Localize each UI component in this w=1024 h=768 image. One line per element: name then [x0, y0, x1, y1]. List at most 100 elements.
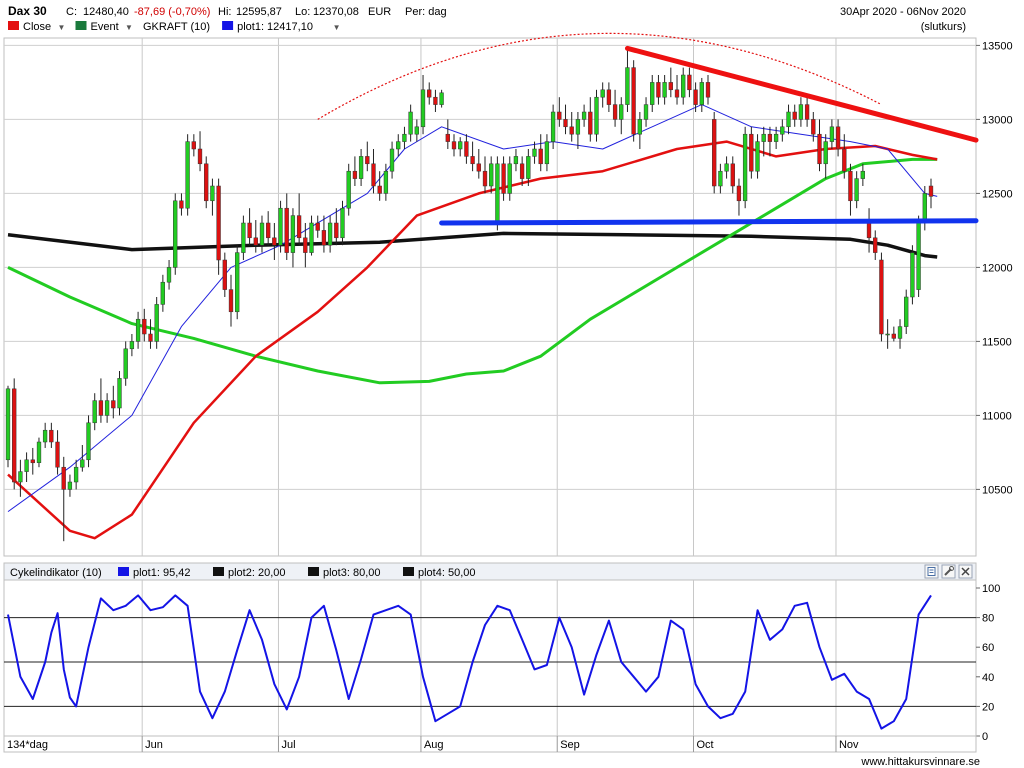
candle-down: [365, 156, 370, 165]
candle-up: [166, 267, 172, 283]
candle-down: [668, 82, 673, 91]
candle-up: [154, 304, 159, 342]
candle-up: [786, 111, 791, 128]
candle-up: [396, 141, 401, 150]
candle-down: [538, 148, 543, 165]
month-label: Jul: [281, 739, 295, 751]
ma-mid-line: [7, 157, 938, 385]
candle-up: [389, 148, 395, 172]
candle-up: [92, 400, 97, 424]
price-tick-label: 12000: [982, 262, 1013, 274]
candle-down: [842, 148, 847, 172]
candle-down: [433, 96, 438, 105]
candle-up: [625, 67, 630, 105]
candle-down: [811, 119, 816, 135]
candle-down: [445, 133, 450, 142]
watermark: www.hittakursvinnare.se: [860, 756, 980, 768]
candle-down: [148, 333, 153, 342]
candle-up: [897, 326, 903, 339]
candle-down: [247, 222, 252, 239]
indicator-legend-label: plot1: 95,42: [133, 567, 191, 579]
indicator-tick-label: 100: [982, 583, 1000, 595]
price-tick-label: 11500: [982, 336, 1012, 348]
candle-up: [724, 163, 729, 172]
candle-up: [532, 148, 537, 157]
candle-up: [358, 156, 364, 179]
chevron-down-icon: ▼: [125, 23, 133, 32]
legend-label: GKRAFT (10): [143, 21, 210, 33]
candle-up: [439, 92, 444, 105]
close-label: C:: [66, 6, 77, 18]
price-legend: Close ▼ Event ▼ GKRAFT (10) plot1: 12417,10 ▼: [8, 21, 341, 33]
date-range: 30Apr 2020 - 06Nov 2020: [840, 6, 966, 18]
price-tick-label: 12500: [982, 188, 1013, 200]
candle-down: [835, 126, 841, 150]
high-label: Hi:: [218, 6, 231, 18]
period-bars-label: 134*dag: [7, 739, 48, 751]
candle-up: [829, 126, 835, 142]
candle-down: [179, 200, 184, 209]
candle-up: [755, 141, 760, 172]
legend-swatch: [8, 21, 19, 30]
candle-up: [129, 341, 135, 350]
candle-down: [501, 163, 506, 194]
candle-up: [86, 422, 91, 461]
candle-up: [650, 82, 655, 105]
candle-down: [427, 89, 432, 98]
candle-down: [476, 163, 481, 172]
change-value: -87,69 (-0,70%): [134, 6, 210, 18]
candle-down: [563, 119, 568, 128]
candle-up: [489, 163, 494, 187]
candle-up: [383, 170, 389, 194]
candle-down: [767, 133, 773, 142]
candle-up: [662, 82, 667, 98]
price-panel: [3, 37, 977, 557]
candle-up: [259, 222, 265, 246]
candle-down: [656, 82, 661, 98]
candle-up: [637, 119, 642, 135]
candle-down: [98, 400, 104, 416]
document-icon: [924, 564, 939, 579]
legend-label: plot1: 12417,10: [237, 21, 313, 33]
candle-up: [575, 119, 581, 135]
candle-up: [854, 178, 859, 202]
indicator-title: Cykelindikator (10): [10, 567, 102, 579]
candle-up: [904, 296, 909, 327]
candle-down: [371, 163, 376, 187]
header-bar: [0, 0, 1024, 38]
candle-down: [204, 163, 209, 202]
candle-up: [544, 141, 550, 165]
candle-down: [866, 222, 872, 239]
candle-up: [402, 133, 407, 142]
indicator-legend: plot1: 95,42 plot2: 20,00 plot3: 80,00 plot…: [118, 567, 476, 579]
indicator-tick-label: 20: [982, 701, 994, 713]
indicator-tick-label: 60: [982, 642, 994, 654]
candle-up: [742, 133, 748, 202]
candle-up: [699, 82, 704, 105]
candle-down: [377, 185, 382, 194]
candle-up: [581, 111, 587, 120]
candle-down: [321, 230, 327, 246]
symbol-label: Dax 30: [8, 4, 47, 18]
close-icon: [958, 564, 973, 579]
indicator-swatch: [308, 567, 319, 576]
indicator-series: [7, 594, 932, 730]
period-label: Per: dag: [405, 6, 447, 18]
candle-down: [334, 222, 339, 239]
price-tick-label: 11000: [982, 410, 1012, 422]
candle-up: [761, 133, 766, 142]
candle-down: [712, 119, 717, 187]
candle-down: [631, 67, 636, 135]
candle-down: [848, 170, 853, 202]
candle-up: [408, 111, 413, 135]
candle-up: [718, 170, 723, 187]
high-value: 12595,87: [236, 6, 282, 18]
indicator-tick-label: 40: [982, 672, 994, 684]
candle-up: [495, 163, 500, 224]
candle-up: [290, 215, 296, 253]
candle-down: [879, 259, 884, 335]
indicator-legend-label: plot4: 50,00: [418, 567, 476, 579]
legend-label: Event: [91, 21, 119, 33]
candle-up: [526, 156, 531, 179]
